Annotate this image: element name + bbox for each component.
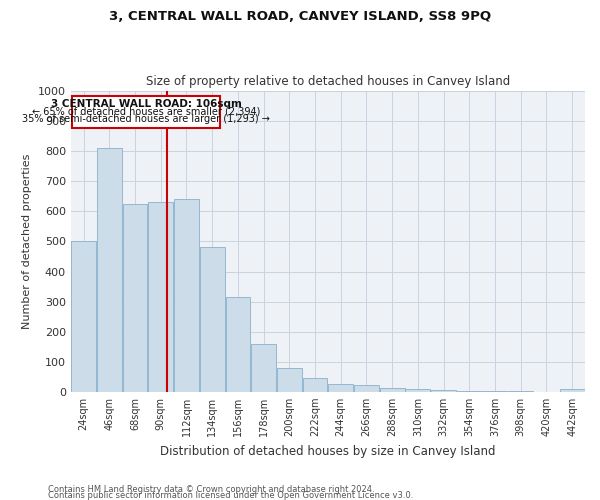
Text: ← 65% of detached houses are smaller (2,394): ← 65% of detached houses are smaller (2,…	[32, 106, 260, 117]
Title: Size of property relative to detached houses in Canvey Island: Size of property relative to detached ho…	[146, 76, 510, 88]
Bar	[97, 148, 122, 392]
Text: 35% of semi-detached houses are larger (1,293) →: 35% of semi-detached houses are larger (…	[22, 114, 270, 124]
Bar	[251, 344, 276, 392]
Text: Contains public sector information licensed under the Open Government Licence v3: Contains public sector information licen…	[48, 490, 413, 500]
Bar	[122, 204, 148, 392]
Bar	[354, 385, 379, 392]
Bar	[200, 248, 224, 392]
X-axis label: Distribution of detached houses by size in Canvey Island: Distribution of detached houses by size …	[160, 444, 496, 458]
Bar	[302, 378, 328, 392]
Bar	[148, 202, 173, 392]
Bar	[328, 384, 353, 392]
Bar	[406, 389, 430, 392]
Bar	[560, 390, 584, 392]
Bar	[482, 391, 508, 392]
Bar	[380, 388, 404, 392]
Bar	[277, 368, 302, 392]
Bar	[71, 242, 96, 392]
Bar	[431, 390, 456, 392]
Text: 3 CENTRAL WALL ROAD: 106sqm: 3 CENTRAL WALL ROAD: 106sqm	[51, 98, 242, 108]
Bar	[174, 200, 199, 392]
Text: 3, CENTRAL WALL ROAD, CANVEY ISLAND, SS8 9PQ: 3, CENTRAL WALL ROAD, CANVEY ISLAND, SS8…	[109, 10, 491, 23]
Text: Contains HM Land Registry data © Crown copyright and database right 2024.: Contains HM Land Registry data © Crown c…	[48, 484, 374, 494]
Y-axis label: Number of detached properties: Number of detached properties	[22, 154, 32, 329]
Bar	[508, 391, 533, 392]
Bar	[457, 391, 482, 392]
Bar	[226, 297, 250, 392]
Bar	[72, 96, 220, 128]
